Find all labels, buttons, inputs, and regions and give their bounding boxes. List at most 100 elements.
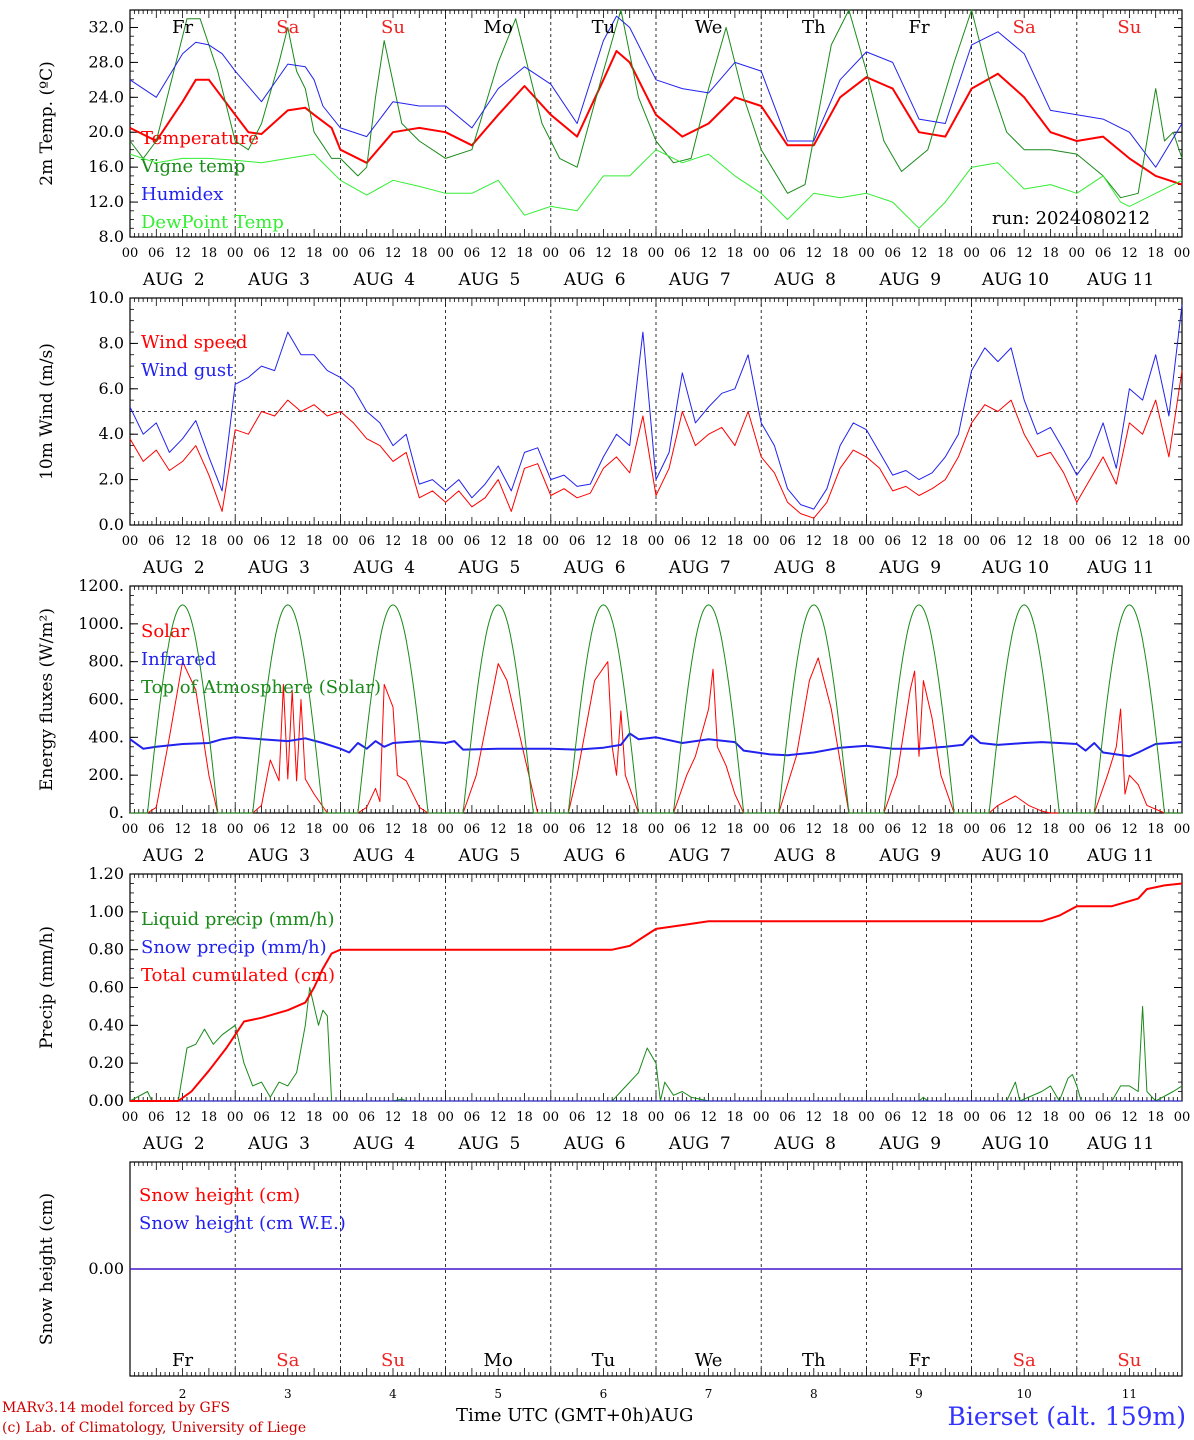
- date-label: AUG 7: [668, 270, 731, 290]
- x-tick-label: 12: [385, 1110, 402, 1125]
- series-line: [129, 304, 1183, 510]
- x-tick-label: 12: [806, 822, 823, 837]
- x-tick-label: 18: [306, 1110, 323, 1125]
- x-tick-label: 06: [990, 1110, 1007, 1125]
- x-tick-label: 18: [516, 534, 533, 549]
- x-tick-label: 12: [174, 534, 191, 549]
- day-label: Sa: [1013, 1350, 1036, 1371]
- legend-entry: Solar: [141, 621, 190, 642]
- legend-entry: Top of Atmosphere (Solar): [141, 677, 381, 698]
- x-tick-label: 12: [1016, 534, 1033, 549]
- day-label: Tu: [592, 1350, 616, 1371]
- x-tick-label: 00: [963, 534, 980, 549]
- x-tick-label: 12: [385, 534, 402, 549]
- x-tick-label: 06: [674, 246, 691, 261]
- date-label: AUG 9: [878, 270, 941, 290]
- y-tick-label: 800.: [88, 652, 124, 671]
- date-label: AUG 5: [458, 1134, 521, 1154]
- date-label: AUG 7: [668, 1134, 731, 1154]
- x-tick-label: 12: [490, 822, 507, 837]
- date-label: AUG 4: [352, 270, 415, 290]
- x-tick-label: 18: [411, 822, 428, 837]
- x-tick-label: 12: [911, 1110, 928, 1125]
- legend-entry: Vigne temp: [140, 156, 245, 177]
- x-tick-label: 18: [411, 1110, 428, 1125]
- y-tick-label: 600.: [88, 690, 124, 709]
- date-label: AUG 11: [1086, 846, 1154, 866]
- x-tick-label: 00: [753, 822, 770, 837]
- x-tick-label: 06: [358, 822, 375, 837]
- x-tick-label: 18: [937, 246, 954, 261]
- y-axis-label: Snow height (cm): [37, 1193, 57, 1345]
- date-label: AUG 6: [563, 558, 626, 578]
- y-axis-label: 2m Temp. (ºC): [37, 61, 57, 186]
- x-tick-label: 06: [990, 246, 1007, 261]
- date-label: AUG 10: [981, 270, 1049, 290]
- x-tick-label: 18: [727, 246, 744, 261]
- x-tick-label: 06: [779, 534, 796, 549]
- day-number: 10: [1017, 1387, 1032, 1401]
- x-tick-label: 12: [911, 534, 928, 549]
- x-tick-label: 00: [437, 822, 454, 837]
- day-label: Mo: [484, 17, 513, 38]
- date-label: AUG 11: [1086, 270, 1154, 290]
- series-line: [129, 987, 1183, 1102]
- x-tick-label: 00: [543, 822, 560, 837]
- x-tick-label: 18: [621, 246, 638, 261]
- x-tick-label: 12: [911, 246, 928, 261]
- x-tick-label: 00: [543, 246, 560, 261]
- x-tick-label: 18: [516, 1110, 533, 1125]
- x-tick-label: 18: [727, 822, 744, 837]
- date-label: AUG 6: [563, 1134, 626, 1154]
- x-tick-label: 00: [227, 822, 244, 837]
- x-tick-label: 12: [700, 246, 717, 261]
- x-tick-label: 00: [437, 246, 454, 261]
- day-number: 6: [600, 1387, 608, 1401]
- date-label: AUG 6: [563, 270, 626, 290]
- x-tick-label: 18: [727, 534, 744, 549]
- legend-entry: Snow height (cm): [139, 1185, 300, 1206]
- day-number: 7: [705, 1387, 713, 1401]
- x-tick-label: 18: [832, 822, 849, 837]
- date-label: AUG 10: [981, 1134, 1049, 1154]
- x-tick-label: 00: [1174, 1110, 1191, 1125]
- y-tick-label: 1200.: [78, 576, 124, 595]
- x-tick-label: 12: [1121, 1110, 1138, 1125]
- y-tick-label: 0.0: [99, 515, 124, 534]
- x-tick-label: 00: [1069, 534, 1086, 549]
- x-tick-label: 06: [990, 534, 1007, 549]
- time-axis-text: Time UTC (GMT+0h): [456, 1405, 651, 1426]
- x-tick-label: 06: [464, 534, 481, 549]
- day-label: Su: [1117, 1350, 1141, 1371]
- x-tick-label: 18: [201, 822, 218, 837]
- run-label: run: 2024080212: [992, 208, 1151, 229]
- x-tick-label: 00: [332, 1110, 349, 1125]
- date-label: AUG 3: [247, 558, 310, 578]
- y-tick-label: 2.0: [99, 470, 124, 489]
- x-tick-label: 12: [1016, 246, 1033, 261]
- x-tick-label: 00: [858, 822, 875, 837]
- x-tick-label: 12: [385, 822, 402, 837]
- x-tick-label: 12: [385, 246, 402, 261]
- x-tick-label: 00: [963, 246, 980, 261]
- x-tick-label: 18: [411, 534, 428, 549]
- x-tick-label: 12: [806, 1110, 823, 1125]
- x-tick-label: 12: [1016, 822, 1033, 837]
- legend-entry: DewPoint Temp: [141, 212, 284, 233]
- x-tick-label: 00: [122, 534, 139, 549]
- day-label: Sa: [276, 17, 299, 38]
- day-number: 3: [284, 1387, 292, 1401]
- x-tick-label: 06: [990, 822, 1007, 837]
- x-tick-label: 18: [1042, 534, 1059, 549]
- y-axis-label: Precip (mm/h): [37, 926, 57, 1049]
- x-tick-label: 12: [1121, 822, 1138, 837]
- date-label: AUG 2: [142, 558, 205, 578]
- x-tick-label: 12: [490, 246, 507, 261]
- x-tick-label: 18: [1147, 822, 1164, 837]
- x-tick-label: 06: [569, 534, 586, 549]
- date-label: AUG 3: [247, 1134, 310, 1154]
- y-tick-label: 0.60: [88, 978, 124, 997]
- day-number: 8: [810, 1387, 818, 1401]
- legend-entry: Wind gust: [141, 360, 234, 381]
